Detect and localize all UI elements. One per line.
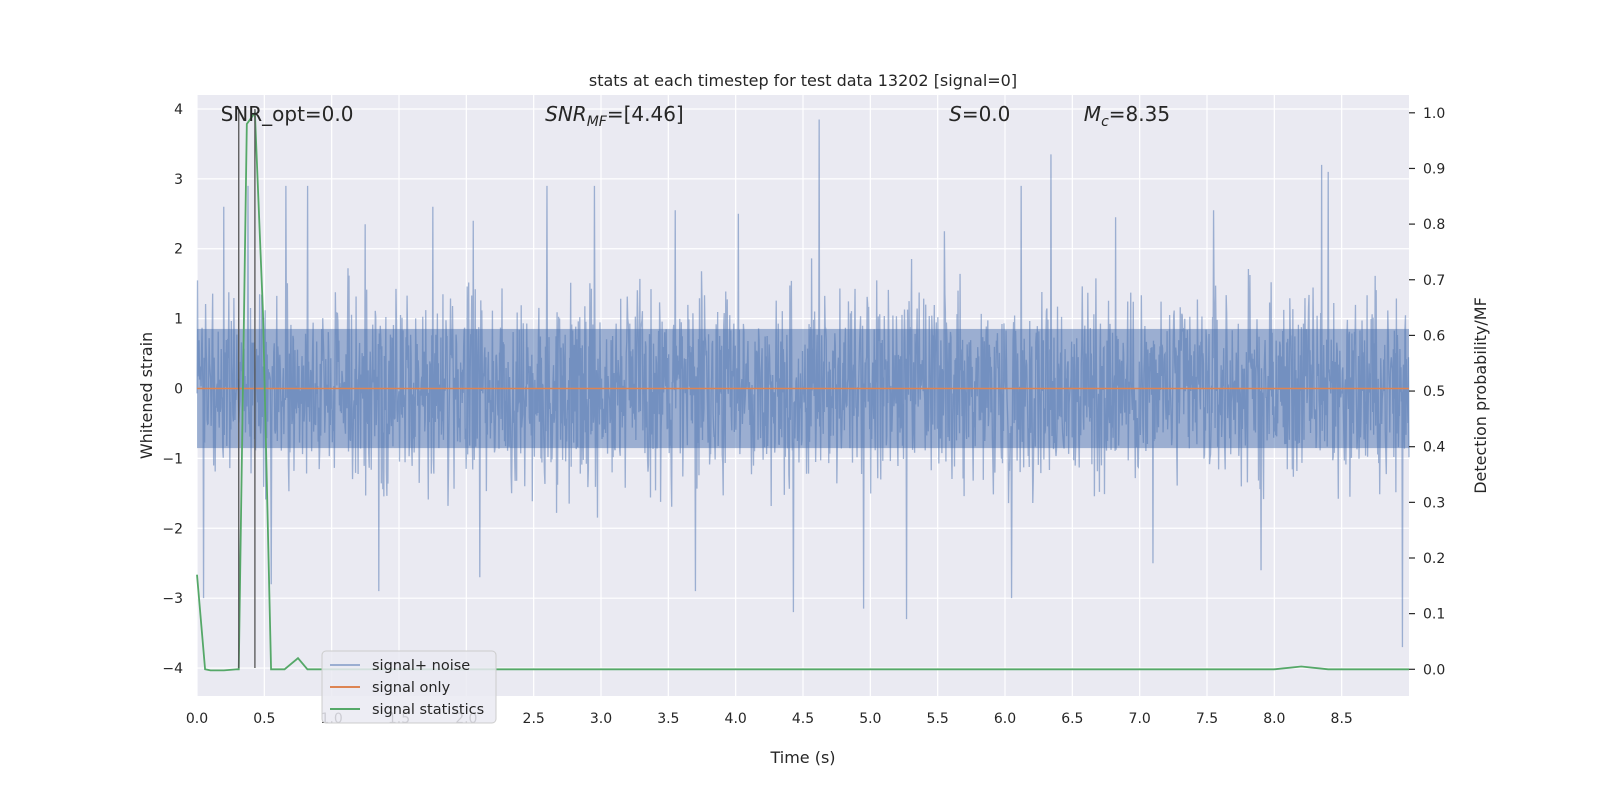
x-tick-label: 5.5 xyxy=(927,711,949,727)
y-right-tick-label: 0.1 xyxy=(1423,607,1445,623)
annotation-text: Mc=8.35 xyxy=(1084,102,1170,130)
annotation-suffix: =0.0 xyxy=(962,102,1011,126)
x-axis-label: Time (s) xyxy=(769,748,835,767)
annotation-text: SNR_opt=0.0 xyxy=(221,102,354,126)
annotation-main: M xyxy=(1084,102,1101,126)
y-right-tick-label: 0.0 xyxy=(1423,662,1445,678)
y-right-tick-label: 0.8 xyxy=(1423,217,1445,233)
y-right-tick-label: 0.7 xyxy=(1423,273,1445,289)
y-left-axis-label: Whitened strain xyxy=(137,332,156,459)
legend-box xyxy=(321,650,497,724)
x-tick-label: 4.0 xyxy=(725,711,747,727)
y-left-tick-label: 2 xyxy=(174,242,183,258)
annotation-suffix: =[4.46] xyxy=(607,102,684,126)
x-tick-label: 7.0 xyxy=(1129,711,1151,727)
annotation-main: SNR_opt=0.0 xyxy=(221,102,354,126)
y-left-tick-label: 4 xyxy=(174,102,183,118)
y-right-tick-label: 0.3 xyxy=(1423,495,1445,511)
annotation-sub: MF xyxy=(587,114,608,130)
annotation-text: SNRMF=[4.46] xyxy=(545,102,684,130)
line-series-layer xyxy=(196,110,1409,672)
x-tick-label: 3.0 xyxy=(590,711,612,727)
y-right-tick-label: 0.9 xyxy=(1423,161,1445,177)
y-left-tick-label: 0 xyxy=(174,382,183,398)
y-right-tick-label: 0.5 xyxy=(1423,384,1445,400)
y-left-tick-label: −1 xyxy=(162,451,183,467)
signal-noise-line xyxy=(196,119,1410,648)
annotation-main: S xyxy=(949,102,962,126)
legend-label: signal+ noise xyxy=(372,658,470,674)
x-tick-label: 5.0 xyxy=(859,711,881,727)
y-left-tick-label: −2 xyxy=(162,521,183,537)
vertical-lines-layer xyxy=(238,108,256,669)
legend-items: signal+ noise signal only signal statistic… xyxy=(330,658,484,718)
x-tick-label: 6.0 xyxy=(994,711,1016,727)
signal-statistics-line xyxy=(196,110,1409,672)
x-tick-label: 7.5 xyxy=(1196,711,1218,727)
x-tick-label: 0.0 xyxy=(186,711,208,727)
y-right-axis-label: Detection probability/MF xyxy=(1471,297,1490,494)
x-tick-label: 2.5 xyxy=(523,711,545,727)
y-right-tick-label: 0.6 xyxy=(1423,328,1445,344)
legend-label: signal statistics xyxy=(372,702,484,718)
chart-title: stats at each timestep for test data 132… xyxy=(589,71,1017,90)
y-left-tick-label: 1 xyxy=(174,312,183,328)
x-tick-labels: 0.00.51.01.52.02.53.03.54.04.55.05.56.06… xyxy=(186,711,1353,727)
annotation-main: SNR xyxy=(545,102,587,126)
y-right-tick-label: 0.2 xyxy=(1423,551,1445,567)
annotation-sub: c xyxy=(1101,114,1109,130)
legend-label: signal only xyxy=(372,680,451,696)
y-left-tick-label: −3 xyxy=(162,591,183,607)
x-tick-label: 8.0 xyxy=(1263,711,1285,727)
annotation-suffix: =8.35 xyxy=(1109,102,1170,126)
y-right-tick-labels: 1.0 0.9 0.8 0.7 0.6 0.5 0.4 0.3 0.2 0.1 0.0 xyxy=(1409,106,1445,678)
y-right-tick-label: 1.0 xyxy=(1423,106,1445,122)
y-right-tick-label: 0.4 xyxy=(1423,440,1445,456)
x-tick-label: 0.5 xyxy=(253,711,275,727)
legend: signal+ noise signal only signal statistic… xyxy=(321,650,497,724)
x-tick-label: 4.5 xyxy=(792,711,814,727)
annotation-layer: SNR_opt=0.0 SNRMF=[4.46] S=0.0 Mc=8.35 xyxy=(221,102,1170,130)
x-tick-label: 3.5 xyxy=(657,711,679,727)
annotation-text: S=0.0 xyxy=(949,102,1010,126)
x-tick-label: 6.5 xyxy=(1061,711,1083,727)
y-left-tick-labels: 4 3 2 1 0 −1 −2 −3 −4 xyxy=(162,102,183,677)
x-tick-label: 8.5 xyxy=(1331,711,1353,727)
y-left-tick-label: −4 xyxy=(162,661,183,677)
y-left-tick-label: 3 xyxy=(174,172,183,188)
